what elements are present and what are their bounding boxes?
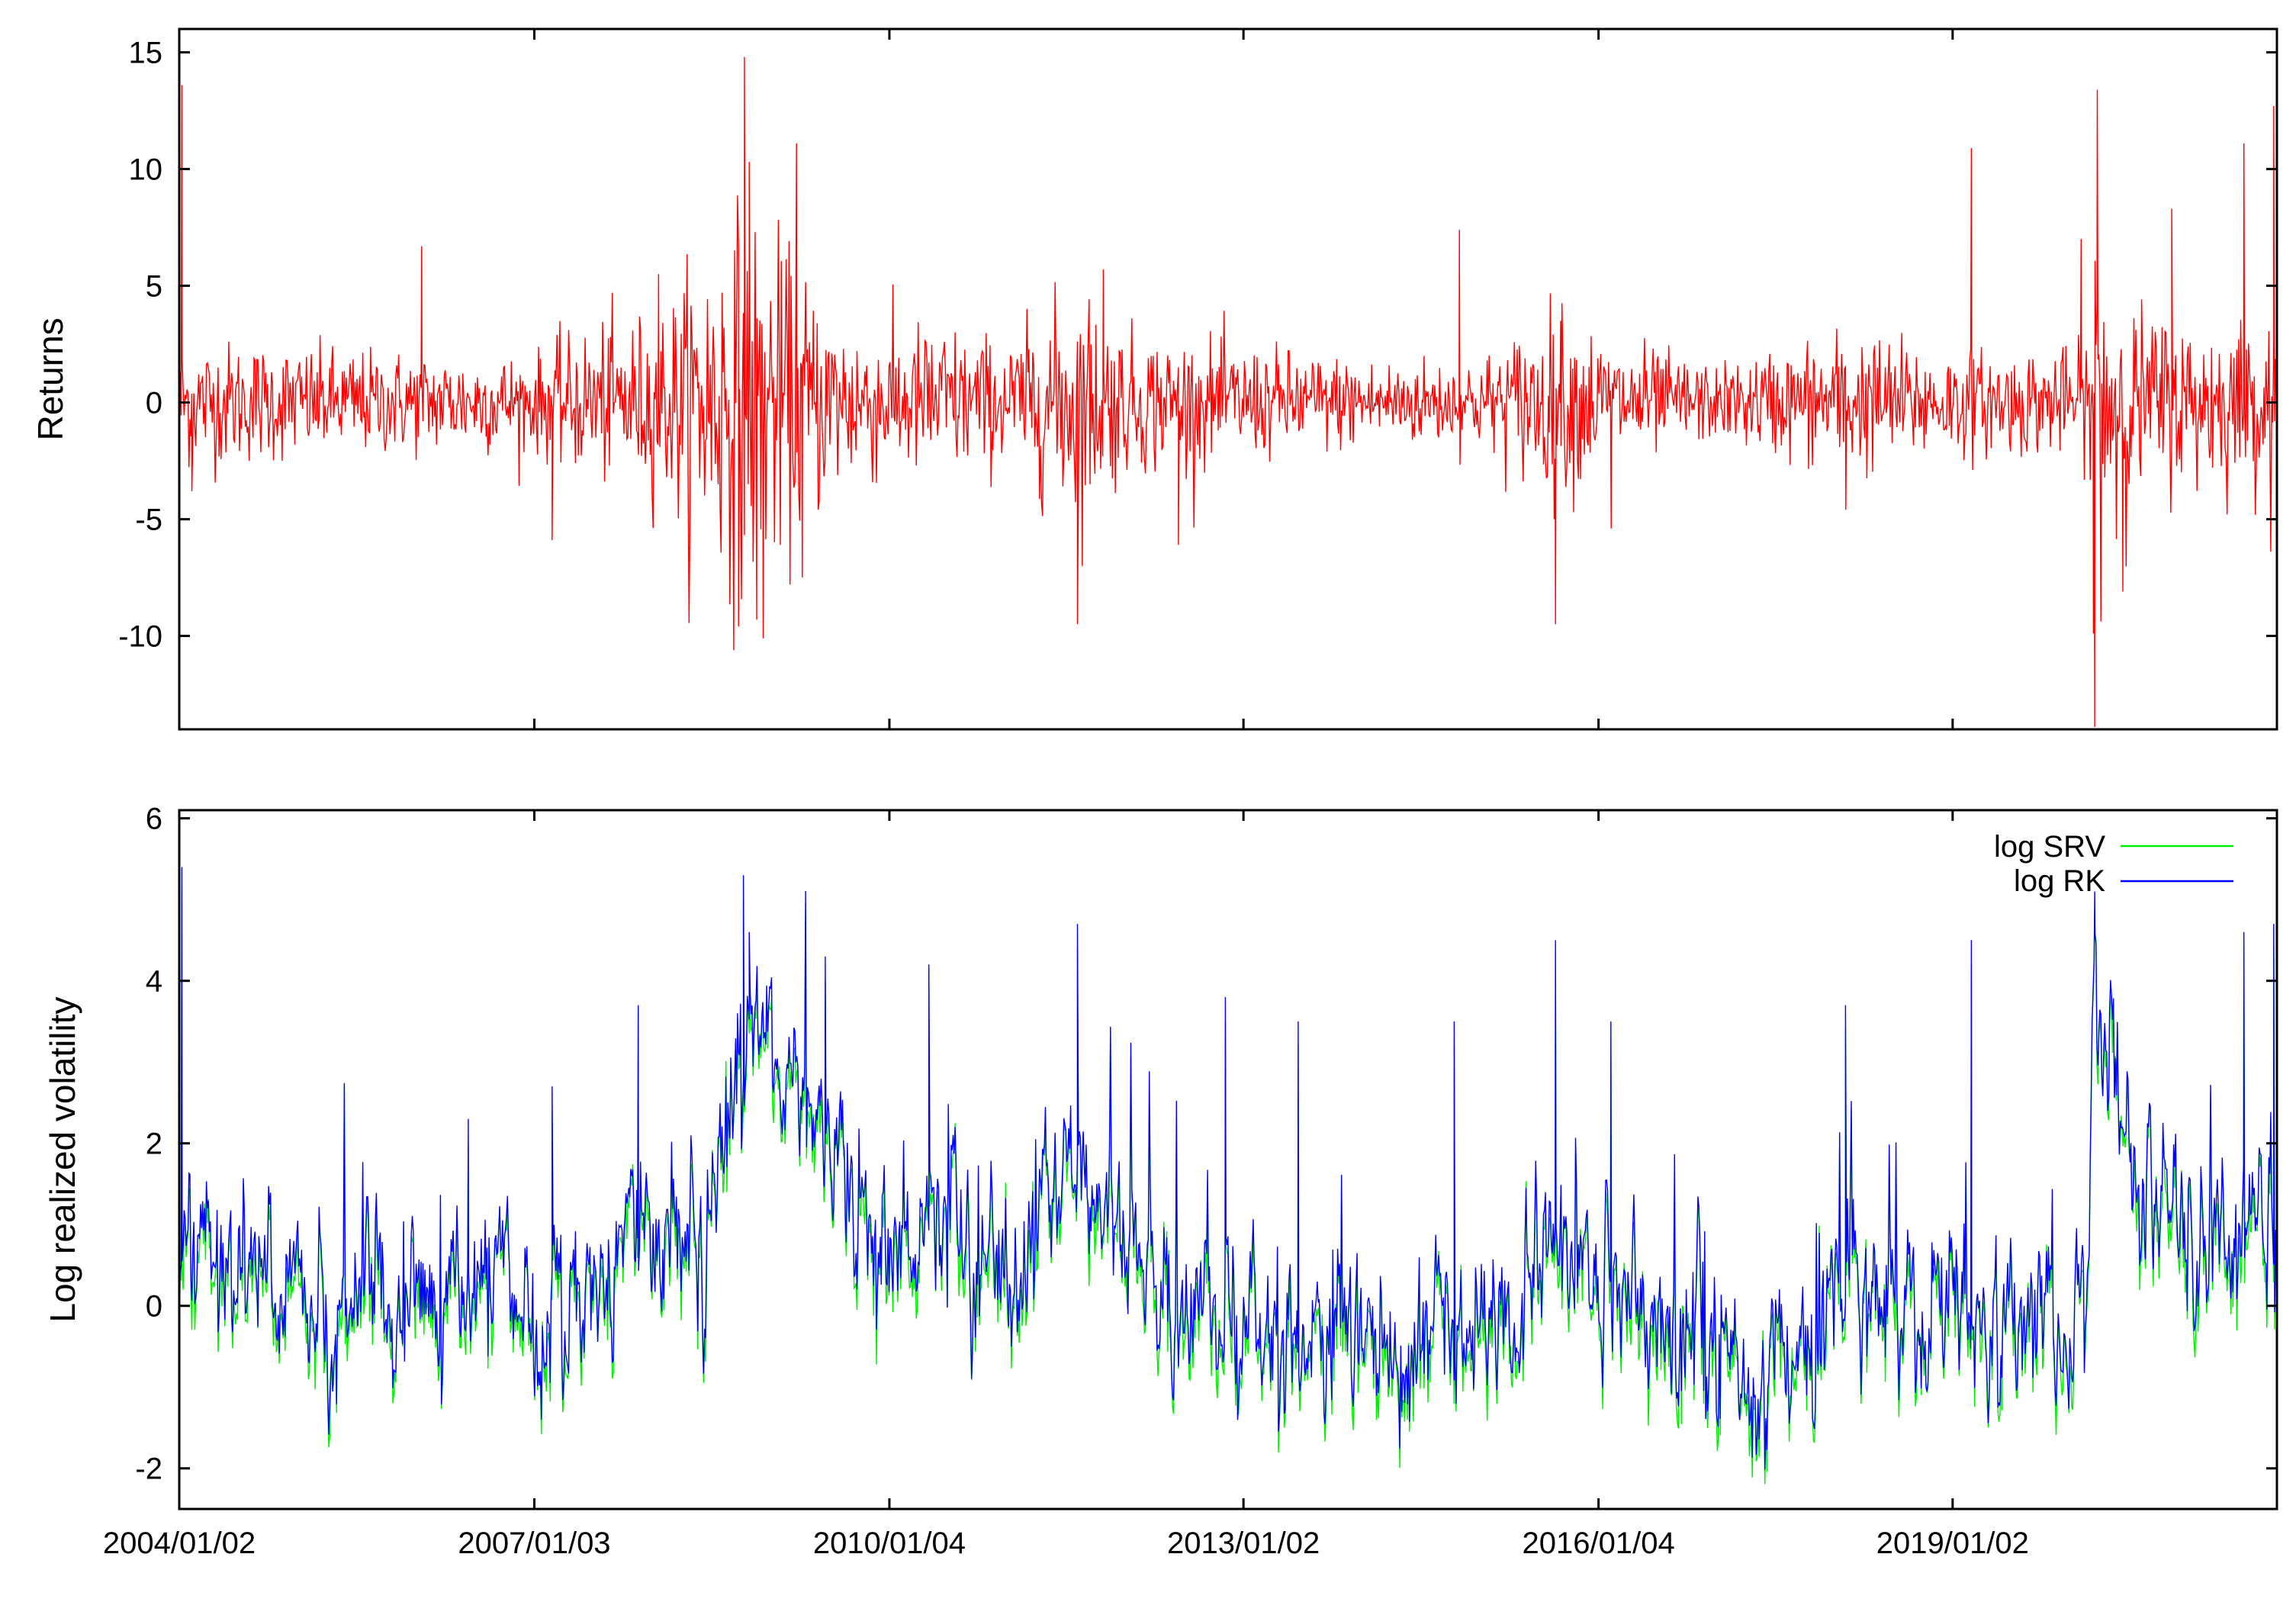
x-tick-label: 2013/01/02 <box>1167 1527 1320 1560</box>
returns-plot-frame <box>178 27 2278 731</box>
legend-label-log-srv: log SRV <box>1994 830 2105 864</box>
y-tick-label: 4 <box>146 965 162 999</box>
y-tick-label: 10 <box>129 153 163 187</box>
volatility-x-axis: 2004/01/02 2007/01/03 2010/01/04 2013/01/02… <box>103 810 2029 1560</box>
y-tick-label: 0 <box>146 1290 162 1324</box>
y-tick-label: 6 <box>146 803 162 836</box>
returns-panel: 15 10 5 0 -5 -10 Returns <box>31 27 2278 731</box>
x-tick-label: 2007/01/03 <box>458 1527 610 1560</box>
returns-y-axis: 15 10 5 0 -5 -10 <box>118 37 2277 654</box>
y-tick-label: 2 <box>146 1128 162 1161</box>
log-realized-volatility-panel: 6 4 2 0 -2 2004/01/02 2007/01/03 2010/01/04 201… <box>43 803 2278 1560</box>
volatility-y-axis: 6 4 2 0 -2 <box>135 803 2277 1486</box>
x-tick-label: 2004/01/02 <box>103 1527 256 1560</box>
legend-label-log-rk: log RK <box>2014 864 2105 898</box>
log-rk-series-line <box>178 867 2278 1470</box>
returns-x-axis <box>178 29 1954 729</box>
x-tick-label: 2019/01/02 <box>1876 1527 2029 1560</box>
returns-line-path <box>178 56 2278 727</box>
volatility-plot-frame <box>178 809 2278 1511</box>
y-tick-label: 0 <box>146 387 162 420</box>
x-tick-label: 2010/01/04 <box>813 1527 966 1560</box>
volatility-y-axis-title: Log realized volatility <box>43 996 82 1322</box>
y-tick-label: -10 <box>118 620 162 654</box>
returns-y-axis-title: Returns <box>31 317 70 440</box>
x-tick-label: 2016/01/04 <box>1523 1527 1675 1560</box>
legend: log SRV log RK <box>1994 830 2233 898</box>
log-rk-line-path <box>178 867 2278 1470</box>
y-tick-label: 15 <box>129 37 163 70</box>
returns-series-line <box>178 56 2278 727</box>
y-tick-label: 5 <box>146 270 162 304</box>
y-tick-label: -5 <box>135 504 162 537</box>
y-tick-label: -2 <box>135 1453 162 1486</box>
